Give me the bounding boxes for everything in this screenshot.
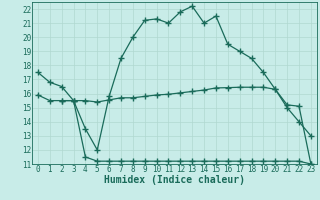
X-axis label: Humidex (Indice chaleur): Humidex (Indice chaleur) bbox=[104, 175, 245, 185]
